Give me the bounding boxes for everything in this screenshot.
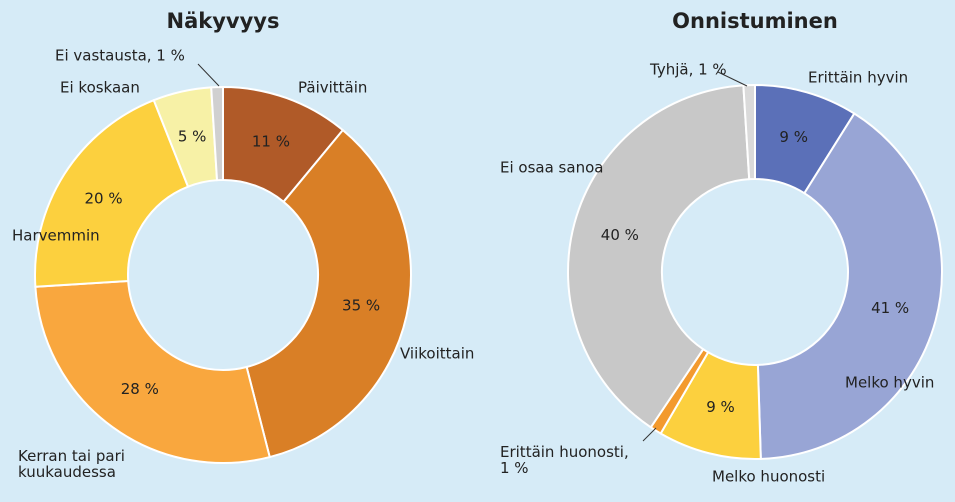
donut-slice [567,84,751,429]
value-label: 20 % [84,190,122,208]
category-label: Ei koskaan [60,79,140,97]
category-label: Tyhjä, 1 % [649,61,727,79]
category-label: Päivittäin [298,79,367,97]
category-label: Melko huonosti [712,468,825,486]
chart-title: Näkyvyys [167,9,280,33]
donut-slice [742,83,756,181]
category-label: Viikoittain [400,345,474,363]
donut-slice [34,98,190,288]
category-label: Harvemmin [12,227,100,245]
donut-slice [34,279,271,464]
value-label: 28 % [121,380,159,398]
value-label: 9 % [779,128,808,146]
value-label: 5 % [178,127,207,145]
leader-line [642,427,657,442]
donut-slice [210,85,224,182]
category-label: Melko hyvin [845,374,934,392]
category-label: Ei vastausta, 1 % [55,47,185,65]
value-label: 11 % [252,132,290,150]
value-label: 40 % [601,226,639,244]
donut-slice [756,112,943,460]
value-label: 9 % [706,398,735,416]
leader-line [717,71,748,87]
category-label: Ei osaa sanoa [500,159,603,177]
category-label: Kerran tai pari kuukaudessa [18,447,125,481]
value-label: 35 % [342,296,380,314]
leader-line [197,63,220,87]
category-label: Erittäin huonosti, 1 % [500,443,629,477]
donut-slice [245,128,412,459]
chart-title: Onnistuminen [672,9,838,33]
value-label: 41 % [871,299,909,317]
category-label: Erittäin hyvin [808,69,908,87]
